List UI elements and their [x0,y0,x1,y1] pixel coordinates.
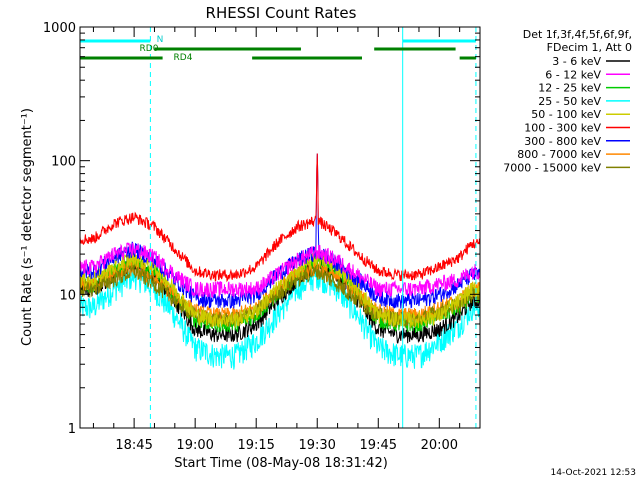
legend-label: 25 - 50 keV [538,95,601,108]
legend-label: 50 - 100 keV [531,108,601,121]
y-tick-label: 10 [59,288,76,303]
y-axis: 1 10 100 1000 [43,21,480,437]
legend-label: 12 - 25 keV [538,82,601,95]
legend-label: 800 - 7000 keV [517,148,601,161]
y-tick-label: 1000 [43,21,76,36]
y-tick-label: 100 [51,155,76,170]
flag-label: N [157,35,164,45]
series-line [80,153,480,283]
chart-title: RHESSI Count Rates [206,4,357,22]
legend: Det 1f,3f,4f,5f,6f,9f,FDecim 1, Att 03 -… [503,28,632,174]
legend-label: 6 - 12 keV [545,68,601,81]
legend-label: 300 - 800 keV [524,135,601,148]
x-tick-label: 18:45 [115,438,152,453]
flag-label: RD0 [140,44,159,54]
flag-label: RD4 [174,53,193,63]
x-tick-label: 19:15 [237,438,274,453]
plot-frame [79,26,481,429]
legend-label: 100 - 300 keV [524,122,601,135]
legend-header: FDecim 1, Att 0 [547,41,632,54]
legend-header: Det 1f,3f,4f,5f,6f,9f, [523,28,632,41]
x-tick-label: 20:00 [421,438,458,453]
series-layer [80,153,480,370]
legend-label: 3 - 6 keV [552,55,601,68]
marker-layer [79,27,477,428]
x-axis-label: Start Time (08-May-08 18:31:42) [174,456,388,471]
y-axis-label: Count Rate (s⁻¹ detector segment⁻¹) [20,108,35,346]
timestamp: 14-Oct-2021 12:53 [551,468,636,478]
x-tick-label: 19:30 [298,438,335,453]
x-axis: 18:45 19:00 19:15 19:30 19:45 20:00 [92,27,481,453]
y-tick-label: 1 [68,422,76,437]
x-tick-label: 19:45 [360,438,397,453]
series-line [80,242,480,298]
legend-label: 7000 - 15000 keV [503,161,601,174]
x-tick-label: 19:00 [176,438,213,453]
